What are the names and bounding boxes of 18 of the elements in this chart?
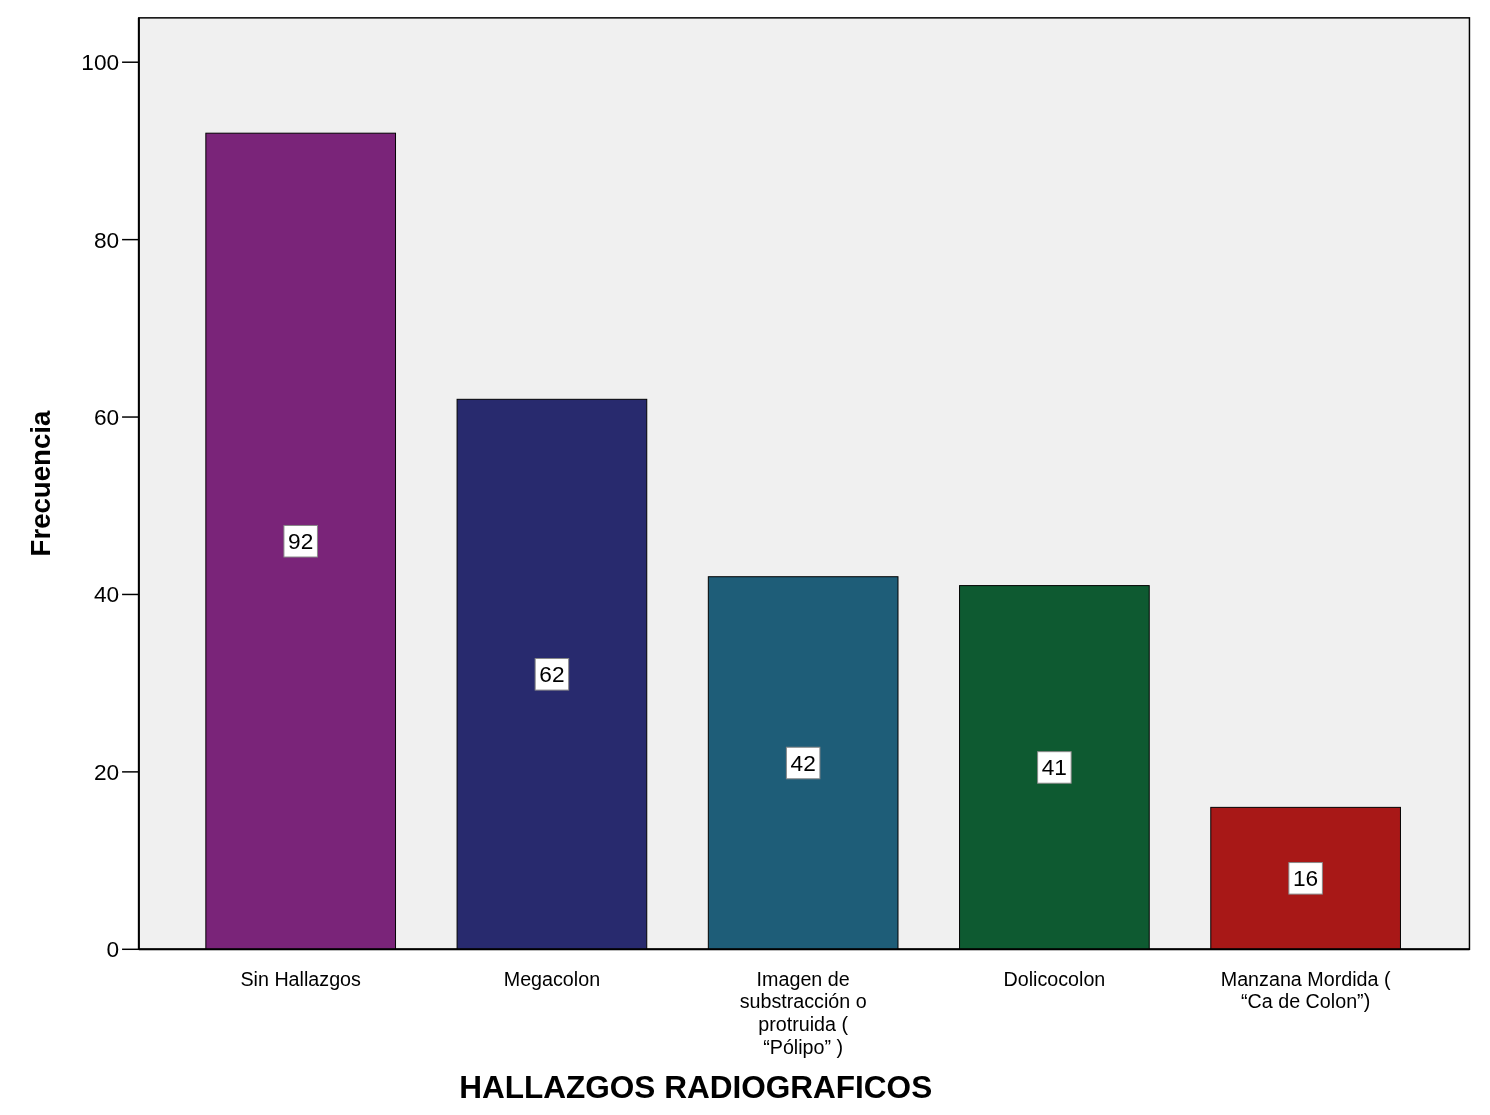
data-label: 41 bbox=[1041, 754, 1067, 781]
data-label: 92 bbox=[288, 528, 314, 555]
y-tick-label: 40 bbox=[93, 581, 120, 608]
x-tick-label: Sin Hallazgos bbox=[240, 967, 362, 990]
y-tick-label: 80 bbox=[93, 226, 120, 253]
y-tick-label: 0 bbox=[106, 936, 120, 963]
x-tick-label: Manzana Mordida ( “Ca de Colon”) bbox=[1220, 967, 1391, 1013]
y-tick-label: 20 bbox=[93, 758, 120, 785]
y-tick-label: 60 bbox=[93, 403, 120, 430]
data-label: 42 bbox=[790, 749, 816, 776]
x-tick-label: Megacolon bbox=[503, 967, 601, 990]
data-label: 16 bbox=[1293, 865, 1319, 892]
y-tick-label: 100 bbox=[81, 49, 120, 76]
y-axis-title: Frecuencia bbox=[25, 410, 57, 557]
x-axis-title: HALLAZGOS RADIOGRAFICOS bbox=[459, 1069, 933, 1106]
x-tick-label: Dolicocolon bbox=[1003, 967, 1106, 990]
x-tick-label: Imagen de substracción o protruida ( “Pólipo” ) bbox=[739, 967, 867, 1058]
data-label: 62 bbox=[539, 661, 565, 688]
